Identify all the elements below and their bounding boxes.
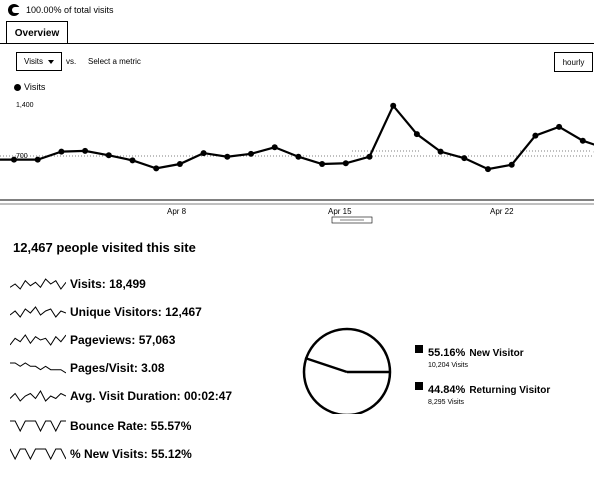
data-point[interactable] [295,153,302,160]
slice-percent: 55.16% [428,347,466,359]
y-tick-label: 700 [16,153,28,160]
metric-label: Visits: 18,499 [70,277,146,291]
tab-overview[interactable]: Overview [6,21,68,44]
sparkline [10,334,66,346]
data-point[interactable] [390,102,397,109]
report-header: 100.00% of total visits [8,3,114,17]
metric-label: Unique Visitors: 12,467 [70,305,202,319]
data-point[interactable] [342,160,349,167]
data-point[interactable] [461,155,468,162]
data-point[interactable] [248,150,254,157]
data-point[interactable] [129,157,136,164]
x-tick-label: Apr 8 [167,207,187,216]
data-point[interactable] [556,123,563,130]
slice-percent: 44.84% [428,384,466,396]
pie-legend-new-visitor: 55.16% New Visitor 10,204 Visits [415,343,524,369]
series-marker-icon [14,83,21,91]
x-tick-label: Apr 22 [490,207,514,216]
data-point[interactable] [485,166,491,173]
data-point[interactable] [224,153,231,160]
slice-name: New Visitor [469,348,524,359]
data-point[interactable] [105,152,112,159]
metric-select[interactable]: Visits [16,52,62,71]
data-point[interactable] [34,156,41,163]
legend-series-label: Visits [24,82,46,92]
data-point[interactable] [82,147,89,154]
x-tick-label: Apr 15 [328,207,352,216]
data-point[interactable] [319,161,326,168]
metric-row[interactable]: Pages/Visit: 3.08 [10,359,165,377]
hourly-button[interactable]: hourly [554,52,593,72]
sparkline [10,448,66,461]
ga-logo-icon [8,4,20,16]
data-point[interactable] [366,153,373,160]
metric-label: Bounce Rate: 55.57% [70,419,192,433]
sparkline [10,420,66,433]
data-point[interactable] [58,148,65,155]
metric-label: Pageviews: 57,063 [70,333,176,347]
data-point[interactable] [437,148,444,155]
header-subtitle: 100.00% of total visits [26,5,114,15]
tab-divider [0,43,594,44]
metric-row[interactable]: Visits: 18,499 [10,275,146,293]
pie-legend-returning-visitor: 44.84% Returning Visitor 8,295 Visits [415,380,550,406]
data-point[interactable] [200,150,207,157]
metric-row[interactable]: Avg. Visit Duration: 00:02:47 [10,387,232,405]
metric-label: % New Visits: 55.12% [70,447,192,461]
series-line [0,103,594,171]
data-point[interactable] [271,144,278,151]
metric-select-value: Visits [24,57,43,66]
pie-slice-divider [304,356,348,374]
data-point[interactable] [153,165,160,172]
data-point[interactable] [508,161,515,168]
slice-count: 8,295 Visits [428,399,465,406]
metric-label: Avg. Visit Duration: 00:02:47 [70,389,233,403]
range-scroll-handle[interactable] [331,216,373,224]
y-tick-label: 1,400 [16,102,34,109]
data-point[interactable] [532,132,539,139]
sparkline [10,390,66,402]
data-point[interactable] [176,161,183,168]
metric-row[interactable]: % New Visits: 55.12% [10,445,192,463]
summary-headline: 12,467 people visited this site [13,240,196,255]
sparkline [10,362,66,374]
metric-row[interactable]: Unique Visitors: 12,467 [10,303,202,321]
vs-label: vs. [66,57,77,66]
legend-swatch-icon [415,345,423,353]
metric-row[interactable]: Bounce Rate: 55.57% [10,417,191,435]
data-point[interactable] [11,156,17,163]
compare-metric-select[interactable]: Select a metric [88,57,141,66]
sparkline [10,278,66,290]
slice-name: Returning Visitor [469,385,551,396]
sparkline [10,306,66,318]
data-point[interactable] [413,131,420,138]
slice-count: 10,204 Visits [428,362,468,369]
chevron-down-icon [47,59,54,64]
metric-row[interactable]: Pageviews: 57,063 [10,331,175,349]
metric-label: Pages/Visit: 3.08 [70,361,165,375]
chart-legend: Visits [14,82,45,92]
data-point[interactable] [579,137,586,144]
visits-line-chart: 1,400 700 Apr 8 Apr 15 Apr 22 [0,102,594,224]
visitor-type-pie [302,327,392,414]
legend-swatch-icon [415,382,423,390]
